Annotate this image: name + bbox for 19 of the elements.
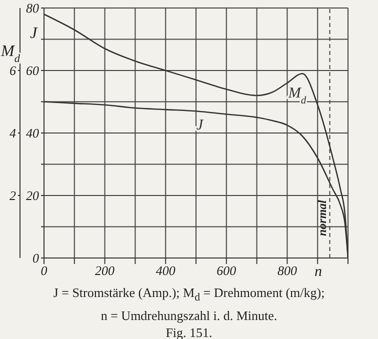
y-tick-label: 80 bbox=[26, 0, 40, 16]
x-tick-label: 600 bbox=[216, 263, 237, 278]
y2-tick-label: 2 bbox=[10, 188, 16, 204]
y-tick-label: 60 bbox=[26, 63, 40, 78]
y-axis-title: J bbox=[30, 25, 38, 42]
series-label: J bbox=[196, 117, 204, 134]
x-tick-label: 200 bbox=[95, 263, 116, 278]
text: J = Stromstärke (Amp.); M$_{d}$ = Drehmoment (m/kg); bbox=[52, 284, 326, 306]
x-tick-label: 800 bbox=[277, 263, 298, 278]
y-tick-label: 20 bbox=[26, 188, 40, 204]
y2-tick-label: 4 bbox=[10, 126, 16, 141]
text: n = Umdrehungszahl i. d. Minute. bbox=[100, 306, 278, 324]
ref-line-label: normal bbox=[314, 199, 329, 236]
caption: Fig. 151. bbox=[164, 324, 214, 339]
y-tick-label: 0 bbox=[32, 250, 40, 266]
y2-tick-label: 6 bbox=[10, 63, 16, 78]
x-tick-label: 400 bbox=[156, 263, 176, 278]
y-tick-label: 40 bbox=[26, 126, 40, 141]
x-axis-title: n bbox=[314, 264, 322, 280]
